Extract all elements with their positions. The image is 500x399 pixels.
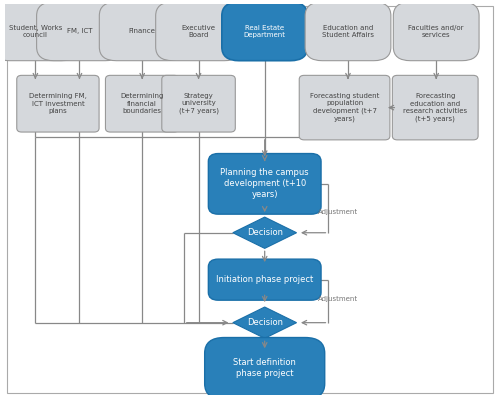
FancyBboxPatch shape [36, 2, 122, 61]
Text: Start definition
phase project: Start definition phase project [234, 358, 296, 379]
FancyBboxPatch shape [17, 75, 99, 132]
FancyBboxPatch shape [162, 75, 236, 132]
Text: Real Estate
Department: Real Estate Department [244, 25, 286, 38]
FancyBboxPatch shape [106, 75, 179, 132]
Polygon shape [233, 217, 296, 248]
Text: Strategy
university
(t+7 years): Strategy university (t+7 years) [178, 93, 218, 115]
Text: Determining FM,
ICT investment
plans: Determining FM, ICT investment plans [29, 93, 87, 114]
FancyBboxPatch shape [305, 2, 391, 61]
Text: Decision: Decision [246, 318, 282, 327]
FancyBboxPatch shape [0, 2, 78, 61]
FancyBboxPatch shape [208, 259, 321, 300]
Text: Finance: Finance [129, 28, 156, 34]
Text: Student, Works
council: Student, Works council [8, 25, 62, 38]
Polygon shape [233, 307, 296, 338]
Text: Education and
Student Affairs: Education and Student Affairs [322, 25, 374, 38]
FancyBboxPatch shape [394, 2, 479, 61]
Text: Determining
financial
boundaries: Determining financial boundaries [120, 93, 164, 114]
Text: Planning the campus
development (t+10
years): Planning the campus development (t+10 ye… [220, 168, 309, 200]
Text: Faculties and/or
services: Faculties and/or services [408, 25, 464, 38]
FancyBboxPatch shape [299, 75, 390, 140]
FancyBboxPatch shape [208, 154, 321, 214]
Text: Executive
Board: Executive Board [182, 25, 216, 38]
FancyBboxPatch shape [222, 2, 308, 61]
FancyBboxPatch shape [392, 75, 478, 140]
Text: Adjustment: Adjustment [318, 296, 358, 302]
Text: Initiation phase project: Initiation phase project [216, 275, 314, 284]
Text: Adjustment: Adjustment [318, 209, 358, 215]
FancyBboxPatch shape [204, 338, 324, 399]
Text: FM, ICT: FM, ICT [66, 28, 92, 34]
FancyBboxPatch shape [100, 2, 185, 61]
Text: Forecasting student
population
development (t+7
years): Forecasting student population developme… [310, 93, 380, 122]
Text: Forecasting
education and
research activities
(t+5 years): Forecasting education and research activ… [403, 93, 468, 122]
Text: Decision: Decision [246, 228, 282, 237]
FancyBboxPatch shape [156, 2, 242, 61]
